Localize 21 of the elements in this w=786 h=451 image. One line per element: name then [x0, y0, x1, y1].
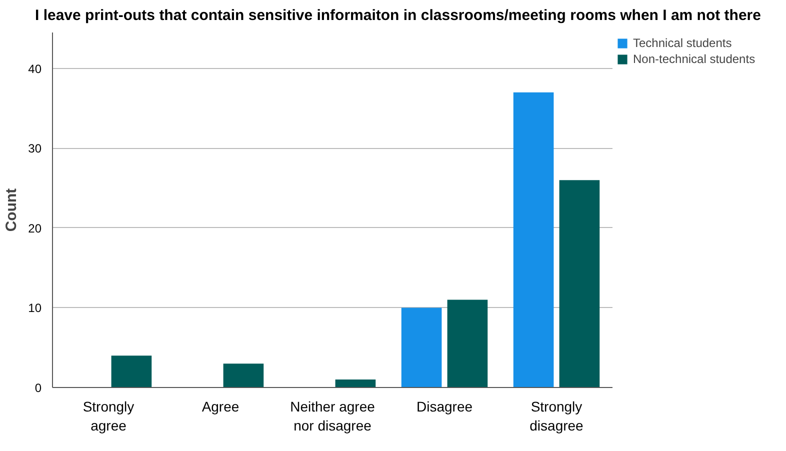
- legend-label: Technical students: [633, 36, 732, 50]
- y-tick-label: 40: [28, 62, 42, 76]
- legend-label: Non-technical students: [633, 52, 756, 66]
- bar: [223, 364, 264, 388]
- x-tick-label: Disagree: [416, 398, 473, 414]
- x-tick-label: Strongly agree: [82, 398, 134, 434]
- y-tick-label: 10: [28, 301, 42, 316]
- y-tick-label: 0: [34, 381, 42, 395]
- bar: [559, 180, 600, 388]
- bar: [401, 308, 442, 388]
- y-tick-label: 20: [28, 221, 42, 236]
- bar: [335, 380, 376, 388]
- bar: [111, 356, 152, 388]
- bar: [447, 300, 488, 388]
- x-tick-label: Agree: [202, 398, 240, 414]
- y-tick-label: 30: [28, 142, 42, 156]
- x-tick-label: Strongly disagree: [530, 398, 584, 434]
- y-axis-title: Count: [3, 188, 20, 232]
- bar: [513, 92, 554, 388]
- chart-title: I leave print-outs that contain sensitive informaiton in classrooms/meeting rooms when I am not there: [35, 6, 761, 26]
- x-tick-label: Neither agree nor disagree: [290, 398, 376, 434]
